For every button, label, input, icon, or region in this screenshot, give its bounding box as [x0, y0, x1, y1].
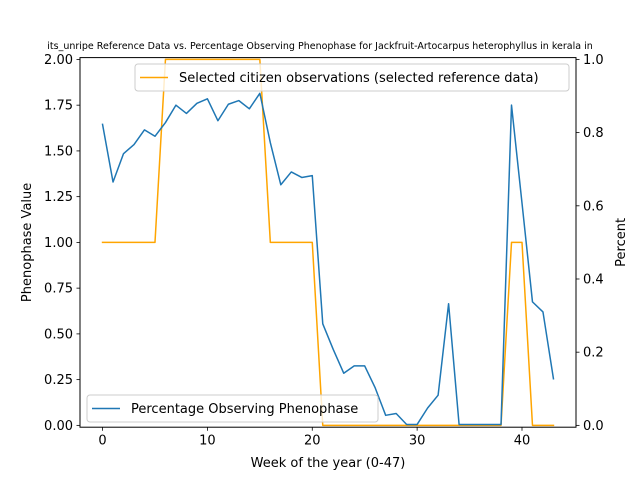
y-left-tick-label: 1.50 [44, 144, 73, 159]
y-right-tick-label: 0.8 [583, 126, 604, 141]
legend-citizen-label: Selected citizen observations (selected … [179, 71, 539, 86]
legend-percentage-observing: Percentage Observing Phenophase [86, 394, 379, 423]
series-layer [101, 58, 555, 427]
x-axis-label: Week of the year (0-47) [251, 456, 406, 471]
x-tick-label: 30 [409, 434, 426, 449]
y-left-tick-label: 1.75 [44, 99, 73, 114]
y-left-tick-label: 0.00 [44, 419, 73, 434]
x-tick-label: 10 [199, 434, 216, 449]
y-right-tick-label: 0.2 [583, 346, 604, 361]
series-line-citizen-observations [101, 58, 555, 427]
legend-citizen-box [134, 63, 570, 92]
x-tick-label: 40 [514, 434, 531, 449]
y-right-tick-label: 0.4 [583, 272, 604, 287]
y-left-tick-label: 2.00 [44, 53, 73, 68]
y-left-tick-label: 1.25 [44, 190, 73, 205]
legend-percentage-box [86, 394, 379, 423]
y-axis-label-left: Phenophase Value [20, 183, 35, 302]
x-tick-label: 20 [304, 434, 321, 449]
y-right-tick-label: 0.0 [583, 419, 604, 434]
legend-citizen-observations: Selected citizen observations (selected … [134, 63, 570, 92]
y-left-tick-label: 0.25 [44, 373, 73, 388]
y-right-tick-label: 0.6 [583, 199, 604, 214]
y-left-tick-label: 0.75 [44, 282, 73, 297]
y-axis-label-right: Percent [614, 218, 629, 267]
plot-frame [79, 57, 577, 428]
y-left-tick-label: 0.50 [44, 327, 73, 342]
series-line-percentage-observing [101, 92, 555, 426]
ticks-layer: 0 10 20 30 40 0.00 0.25 0.50 0.75 1.00 1.25 1.50 1.7… [44, 53, 604, 449]
y-left-tick-label: 1.00 [44, 236, 73, 251]
y-right-tick-label: 1.0 [583, 53, 604, 68]
chart-title: its_unripe Reference Data vs. Percentage… [47, 41, 592, 52]
legend-percentage-label: Percentage Observing Phenophase [131, 402, 358, 417]
x-tick-label: 0 [98, 434, 106, 449]
